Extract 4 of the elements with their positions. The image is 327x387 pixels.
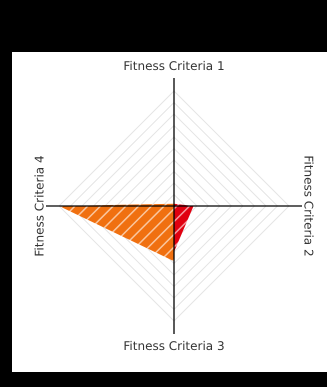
spoke-label: Fitness Criteria 4: [32, 155, 46, 257]
spoke-label: Fitness Criteria 1: [123, 59, 225, 73]
spoke-label: Fitness Criteria 3: [123, 339, 225, 353]
spoke-label: Fitness Criteria 2: [302, 155, 316, 257]
